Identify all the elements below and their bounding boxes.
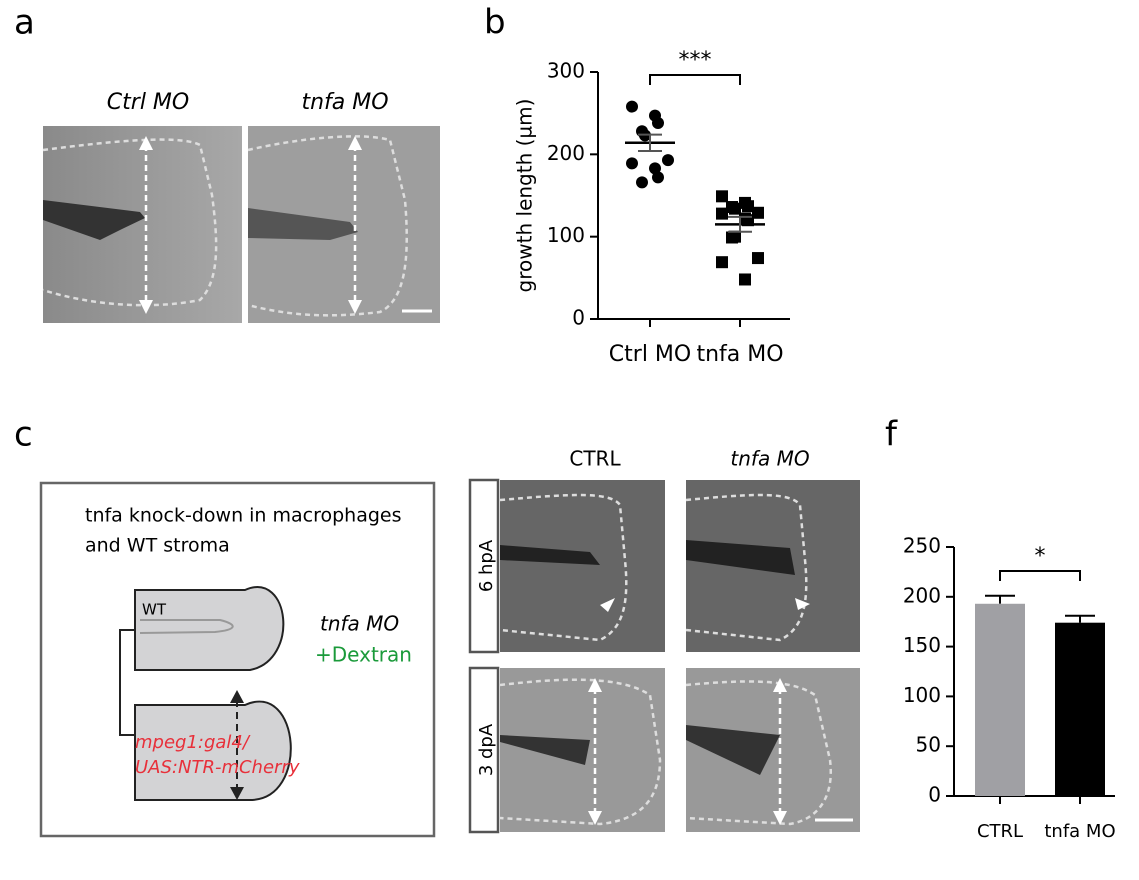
diagram-text: and WT stroma	[85, 535, 230, 557]
data-point	[752, 252, 764, 265]
micrograph	[247, 126, 440, 323]
error-bar	[985, 594, 1015, 604]
panel-letter: c	[14, 415, 33, 455]
column-label: tnfa MO	[730, 447, 809, 471]
diagram-text: UAS:NTR-mCherry	[135, 757, 300, 778]
y-tick-label: 100	[903, 683, 941, 707]
y-tick-label: 0	[572, 306, 585, 330]
row-label: 3 dpA	[476, 723, 497, 776]
x-tick-label: CTRL	[977, 821, 1023, 842]
y-tick-label: 250	[903, 534, 941, 558]
error-bar	[638, 133, 662, 153]
y-tick-label: 300	[547, 59, 585, 83]
significance-bracket	[999, 570, 1081, 581]
data-point	[716, 256, 728, 269]
data-point	[662, 154, 674, 167]
significance-label: *	[1035, 544, 1046, 569]
panel-letter: f	[885, 415, 898, 455]
column-label: Ctrl MO	[107, 90, 189, 115]
significance-bracket	[649, 74, 741, 85]
panel-letter: b	[484, 3, 506, 43]
data-point	[626, 100, 638, 113]
diagram-text: mpeg1:gal4/	[135, 732, 251, 753]
diagram: tnfa knock-down in macrophages and WT st…	[39, 481, 436, 838]
data-point	[729, 230, 741, 243]
y-tick-label: 150	[903, 633, 941, 657]
data-point	[716, 207, 728, 220]
row-label: 6 hpA	[476, 539, 497, 592]
data-point	[752, 206, 764, 219]
panel-letter: a	[14, 3, 35, 43]
diagram-text: tnfa knock-down in macrophages	[85, 505, 402, 527]
data-point	[636, 176, 648, 189]
data-point	[652, 117, 664, 130]
y-tick-label: 200	[903, 583, 941, 607]
significance-label: ***	[679, 48, 712, 73]
error-bar	[1065, 614, 1095, 623]
data-point	[626, 157, 638, 170]
bar	[975, 603, 1025, 796]
data-point	[729, 202, 741, 215]
data-point	[649, 162, 661, 175]
bar	[1055, 622, 1105, 796]
diagram-text: tnfa MO	[320, 612, 399, 636]
y-tick-label: 200	[547, 141, 585, 165]
column-label: tnfa MO	[301, 90, 388, 115]
x-tick-label: Ctrl MO	[609, 342, 691, 367]
y-tick-label: 50	[916, 733, 941, 757]
y-tick-label: 100	[547, 223, 585, 247]
micrograph	[499, 480, 860, 832]
data-point	[739, 273, 751, 286]
column-label: CTRL	[569, 447, 621, 471]
x-tick-label: tnfa MO	[1044, 821, 1115, 842]
y-tick-label: 0	[928, 783, 941, 807]
diagram-text: +Dextran	[315, 643, 412, 667]
diagram-text: WT	[142, 601, 167, 619]
x-tick-label: tnfa MO	[696, 342, 783, 367]
data-point	[652, 171, 664, 184]
error-bar	[728, 215, 752, 233]
y-axis-label: growth length (µm)	[513, 99, 537, 293]
data-point	[716, 190, 728, 203]
micrograph	[42, 126, 242, 323]
data-point	[742, 200, 754, 213]
